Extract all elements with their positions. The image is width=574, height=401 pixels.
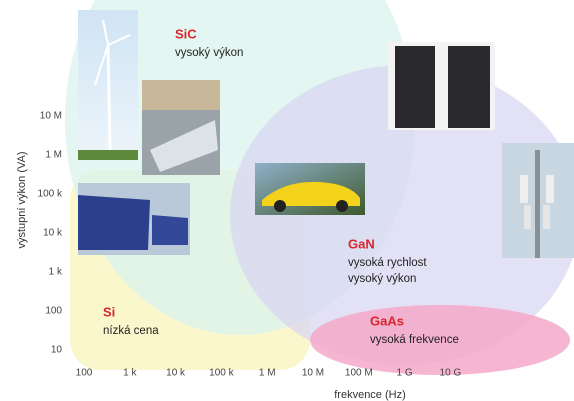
- x-tick-label: 10 k: [166, 368, 186, 379]
- region-description: vysoký výkon: [348, 273, 416, 285]
- y-tick-label: 10 k: [43, 228, 63, 239]
- x-axis-label: frekvence (Hz): [334, 389, 406, 401]
- solar-panel-photo: [78, 183, 190, 255]
- x-tick-label: 100: [76, 368, 93, 379]
- x-tick-label: 10 G: [440, 368, 462, 379]
- region-name: GaN: [348, 236, 375, 251]
- y-tick-label: 10: [51, 345, 63, 356]
- region-description: vysoký výkon: [175, 47, 243, 59]
- car-photo: [255, 163, 365, 215]
- server-photo: [388, 42, 495, 130]
- y-tick-label: 100 k: [38, 189, 63, 200]
- train-photo: [142, 80, 220, 175]
- region-description: nízká cena: [103, 325, 159, 337]
- y-tick-label: 1 k: [49, 267, 63, 278]
- y-tick-label: 100: [45, 306, 62, 317]
- y-axis-label: výstupní výkon (VA): [16, 152, 28, 249]
- wind-turbine-photo: [78, 10, 138, 160]
- region-name: GaAs: [370, 313, 404, 328]
- y-tick-label: 1 M: [45, 150, 62, 161]
- region-name: Si: [103, 304, 115, 319]
- x-tick-label: 100 k: [209, 368, 234, 379]
- y-tick-label: 10 M: [40, 111, 62, 122]
- region-description: vysoká frekvence: [370, 334, 459, 346]
- cell-tower-photo: [502, 143, 574, 258]
- x-tick-label: 1 M: [259, 368, 276, 379]
- x-tick-label: 1 G: [397, 368, 413, 379]
- x-tick-label: 100 M: [345, 368, 373, 379]
- region-name: SiC: [175, 26, 197, 41]
- x-tick-label: 1 k: [123, 368, 137, 379]
- diagram: výstupní výkon (VA) frekvence (Hz) 10 M 1…: [0, 0, 574, 401]
- x-tick-label: 10 M: [302, 368, 324, 379]
- region-description: vysoká rychlost: [348, 257, 427, 269]
